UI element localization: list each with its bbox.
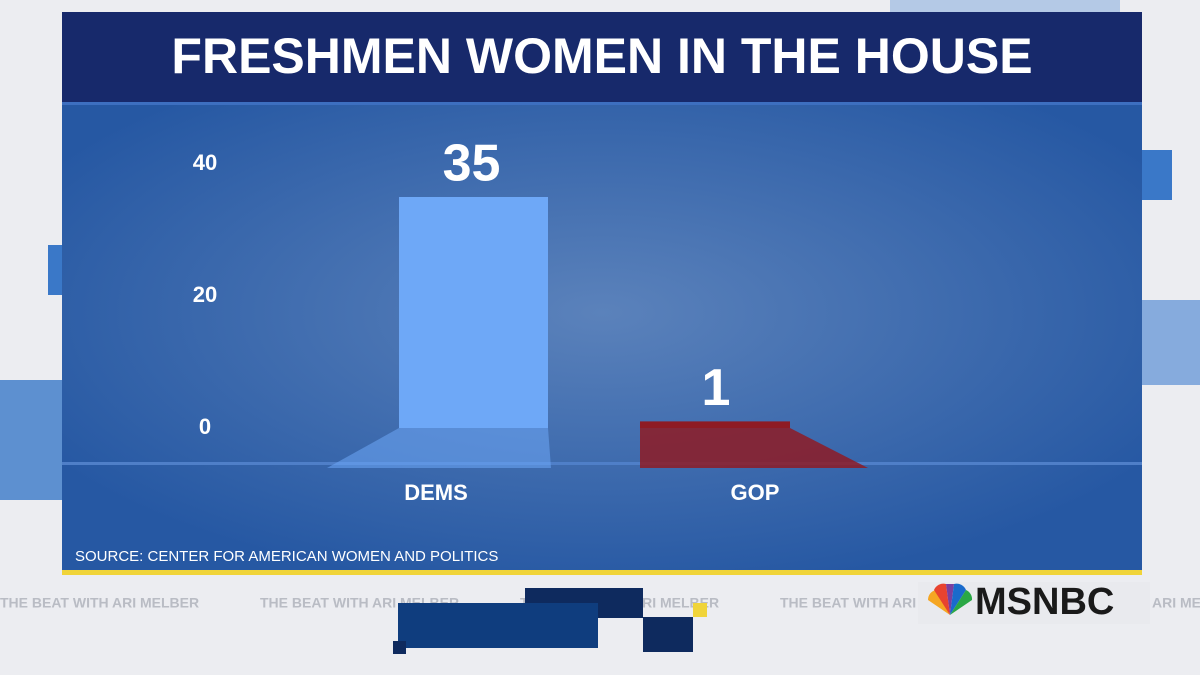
deco-block [0, 380, 62, 500]
x-tick-label: DEMS [404, 480, 468, 505]
deco-block [643, 617, 693, 652]
data-label: 35 [443, 135, 501, 193]
chart-panel [62, 102, 1142, 570]
deco-block [1142, 300, 1200, 385]
divider [62, 102, 1142, 105]
deco-block [890, 0, 1120, 12]
deco-block [393, 641, 406, 654]
deco-block [398, 603, 598, 648]
deco-block [693, 603, 707, 617]
title-bar [62, 12, 1142, 102]
data-label: 1 [702, 359, 731, 417]
peacock-logo [927, 583, 973, 615]
accent-line [62, 570, 1142, 575]
y-tick-label: 40 [193, 150, 217, 175]
y-tick-label: 20 [193, 282, 217, 307]
ticker-text: THE BEAT WITH ARI MELBER [0, 595, 199, 611]
bar [399, 197, 548, 428]
bar-floor [327, 428, 551, 468]
bar [640, 421, 790, 428]
x-tick-label: GOP [731, 480, 780, 505]
floor-line [62, 462, 1142, 465]
bar-floor [640, 428, 868, 468]
deco-block [1142, 150, 1172, 200]
y-tick-label: 0 [199, 414, 211, 439]
network-logo: MSNBC [975, 581, 1114, 623]
chart-title: FRESHMEN WOMEN IN THE HOUSE [171, 28, 1032, 84]
deco-block [48, 245, 62, 295]
source-note: SOURCE: CENTER FOR AMERICAN WOMEN AND PO… [75, 548, 498, 565]
